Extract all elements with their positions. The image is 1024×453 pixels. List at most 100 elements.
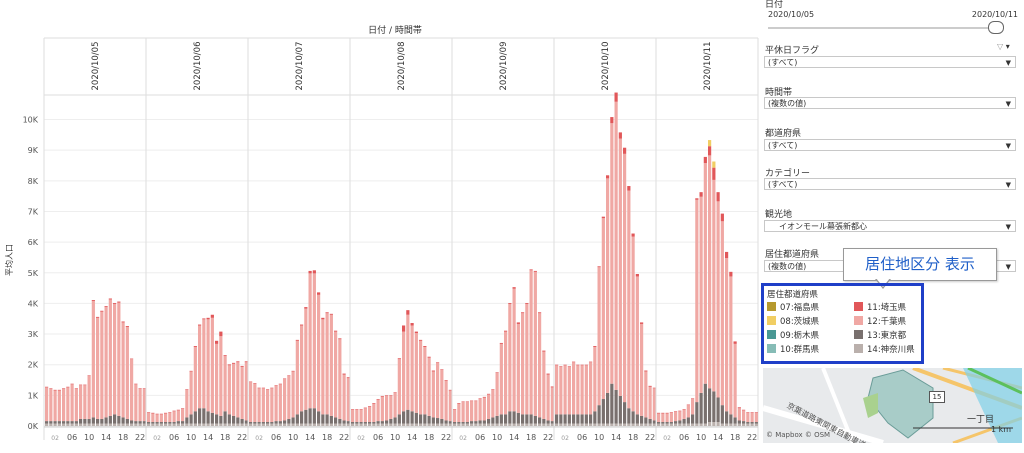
bar-segment-saitama [703, 156, 707, 164]
bar-segment-kanagawa [533, 423, 537, 426]
bar-segment-tokyo [576, 414, 580, 424]
bar-segment-saitama [491, 389, 495, 390]
bar-segment-kanagawa [703, 423, 707, 426]
bar-segment-tokyo [635, 414, 639, 424]
legend-item[interactable]: 14:神奈川県 [854, 343, 915, 355]
bar-segment-kanagawa [62, 423, 66, 426]
bar-segment-tokyo [219, 415, 223, 424]
bar-segment-tokyo [465, 422, 469, 424]
category-filter-select[interactable]: (すべて) ▼ [764, 178, 1016, 190]
bar-segment-saitama [657, 412, 661, 414]
bar-segment-kanagawa [516, 423, 520, 426]
legend-item[interactable]: 12:千葉県 [854, 315, 906, 327]
bar-segment-tokyo [176, 421, 180, 424]
bar-segment-chiba [678, 411, 682, 421]
x-tick-label: 10 [492, 433, 502, 442]
bar-segment-tokyo [57, 421, 61, 424]
bar-segment-saitama [499, 342, 503, 344]
map-attribution[interactable]: © Mapbox © OSM [766, 431, 831, 439]
bar-segment-tokyo [606, 392, 610, 424]
bar-segment-saitama [66, 386, 70, 388]
legend-item[interactable]: 11:埼玉県 [854, 301, 906, 313]
date-slider[interactable] [768, 27, 998, 29]
bar-segment-chiba [499, 343, 503, 415]
bar-segment-chiba [614, 101, 618, 390]
bar-segment-kanagawa [346, 423, 350, 426]
bar-segment-kanagawa [308, 423, 312, 426]
bar-segment-kanagawa [525, 423, 529, 426]
bar-segment-tokyo [147, 422, 151, 424]
bar-segment-chiba [427, 357, 431, 416]
bar-segment-saitama [470, 400, 474, 402]
bar-segment-saitama [665, 412, 669, 414]
legend-item[interactable]: 13:東京都 [854, 329, 906, 341]
bar-segment-kanagawa [699, 423, 703, 426]
bar-segment-tokyo [478, 420, 482, 424]
bar-segment-kanagawa [393, 423, 397, 426]
legend-item[interactable]: 07:福島県 [767, 301, 819, 313]
slider-handle[interactable] [988, 21, 1004, 34]
bar-segment-tokyo [737, 420, 741, 424]
bar-segment-chiba [219, 336, 223, 416]
x-tick-label: 18 [322, 433, 332, 442]
bar-segment-saitama [266, 389, 270, 390]
bar-segment-saitama [108, 298, 112, 300]
bar-segment-kanagawa [368, 423, 372, 426]
bar-segment-kanagawa [125, 423, 129, 426]
bar-segment-chiba [610, 123, 614, 384]
bar-segment-saitama [674, 411, 678, 412]
bar-segment-saitama [312, 270, 316, 274]
bar-segment-chiba [644, 371, 648, 418]
filter-funnel-icon[interactable]: ▽ ▾ [997, 42, 1010, 51]
bar-segment-kanagawa [96, 423, 100, 426]
legend-item[interactable]: 08:茨城県 [767, 315, 819, 327]
bar-segment-chiba [546, 374, 550, 421]
bar-segment-chiba [291, 371, 295, 418]
bar-segment-saitama [53, 389, 57, 391]
prefecture-filter-select[interactable]: (すべて) ▼ [764, 139, 1016, 151]
bar-segment-tokyo [516, 412, 520, 424]
bar-segment-chiba [278, 384, 282, 422]
weekday-filter-select[interactable]: (すべて) ▼ [764, 56, 1016, 68]
bar-segment-chiba [338, 339, 342, 419]
bar-segment-tokyo [232, 415, 236, 424]
bar-segment-kanagawa [380, 423, 384, 426]
bar-segment-chiba [737, 408, 741, 421]
bar-segment-kanagawa [295, 423, 299, 426]
bar-segment-saitama [610, 117, 614, 124]
legend-swatch [854, 344, 863, 353]
bar-segment-tokyo [66, 421, 70, 424]
bar-segment-chiba [491, 389, 495, 418]
spot-filter-select[interactable]: イオンモール幕張新都心 ▼ [764, 220, 1016, 232]
bar-segment-saitama [529, 269, 533, 271]
legend-item[interactable]: 09:栃木県 [767, 329, 819, 341]
bar-segment-chiba [236, 362, 240, 418]
bar-segment-saitama [219, 331, 223, 337]
legend-item[interactable]: 10:群馬県 [767, 343, 819, 355]
bar-segment-tokyo [389, 418, 393, 424]
bar-segment-chiba [100, 311, 104, 419]
bar-segment-chiba [508, 304, 512, 412]
bar-segment-kanagawa [682, 423, 686, 426]
legend-label: 12:千葉県 [867, 317, 907, 327]
bar-segment-saitama [542, 350, 546, 352]
bar-segment-kanagawa [444, 423, 448, 426]
bar-segment-tokyo [406, 409, 410, 424]
bar-segment-chiba [266, 389, 270, 423]
map-thumbnail[interactable]: 15 京葉道路東関東自動車道 一丁目 © Mapbox © OSM 1 km [763, 368, 1022, 443]
bar-segment-kanagawa [686, 423, 690, 426]
bar-segment-kanagawa [614, 423, 618, 426]
bar-segment-tokyo [542, 418, 546, 424]
bar-segment-kanagawa [448, 423, 452, 426]
time-filter-select[interactable]: (複数の値) ▼ [764, 97, 1016, 109]
bar-segment-tokyo [244, 420, 248, 424]
bar-segment-kanagawa [257, 423, 261, 426]
bar-segment-tokyo [631, 411, 635, 424]
bar-segment-saitama [223, 355, 227, 357]
bar-segment-tokyo [168, 422, 172, 424]
bar-segment-saitama [410, 323, 414, 326]
bar-segment-kanagawa [635, 423, 639, 426]
bar-segment-kanagawa [83, 423, 87, 426]
bar-segment-tokyo [278, 421, 282, 424]
bar-segment-kanagawa [606, 423, 610, 426]
